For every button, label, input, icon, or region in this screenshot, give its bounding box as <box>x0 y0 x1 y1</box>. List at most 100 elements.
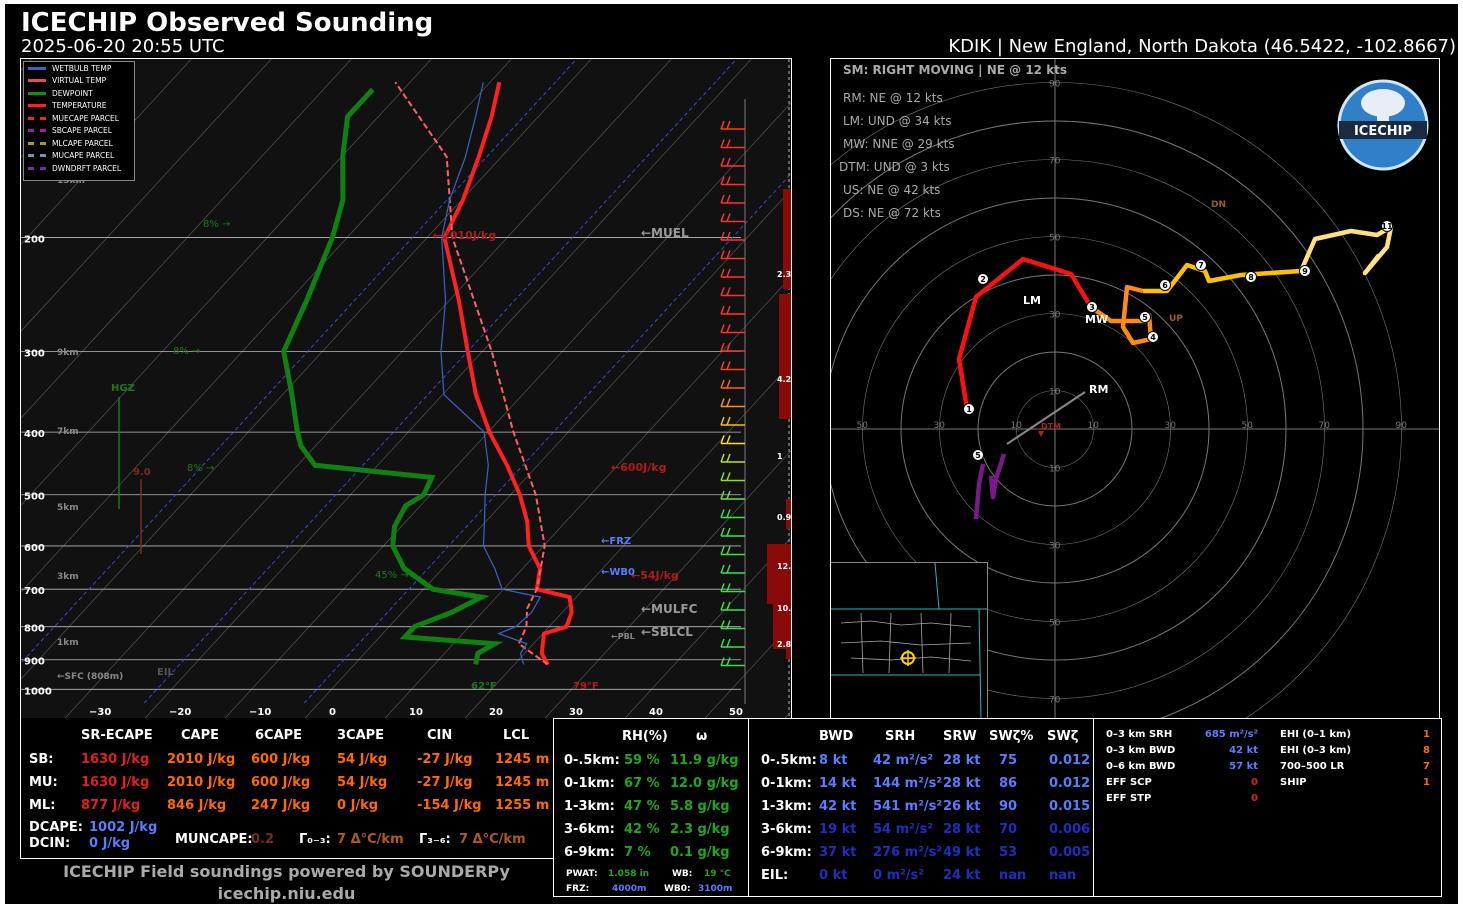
shear-label: 12.7 <box>777 562 791 571</box>
cape-annotation: ←54J/kg <box>631 569 679 582</box>
legend-label: WETBULB TEMP <box>52 63 112 73</box>
height-marker-label: 5 <box>1142 313 1148 322</box>
legend-label: VIRTUAL TEMP <box>52 76 107 86</box>
wind-barb-flag <box>720 472 725 481</box>
legend-swatch <box>28 166 46 170</box>
thermo-table: SR-ECAPE CAPE 6CAPE 3CAPE CIN LCL SB: 16… <box>20 718 555 859</box>
observation-datetime: 2025-06-20 20:55 UTC <box>21 36 225 57</box>
height-marker <box>977 273 989 285</box>
legend-label: MLCAPE PARCEL <box>52 138 113 148</box>
wind-barb-flag <box>720 657 725 666</box>
kinematic-cell: 70 <box>999 822 1018 837</box>
legend-swatch <box>28 104 46 108</box>
legend-swatch <box>28 154 46 158</box>
legend-swatch <box>28 79 46 83</box>
wind-barb-flag <box>720 324 725 333</box>
wind-barb-flag <box>720 342 725 352</box>
legend-entry: VIRTUAL TEMP <box>24 75 134 88</box>
shear-bar <box>786 499 791 529</box>
index-label: EFF STP <box>1106 793 1152 804</box>
wind-barb-flag <box>720 490 725 500</box>
isotherm-line <box>0 58 592 703</box>
wind-barb-flag <box>726 231 731 241</box>
storm-motion-list: RM: NE @ 12 kts LM: UND @ 34 kts MW: NNE… <box>839 87 955 225</box>
kinematic-cell: 24 kt <box>943 868 981 883</box>
height-marker <box>1195 259 1207 271</box>
wind-barb-flag <box>726 139 731 148</box>
indices-table: 0–3 km SRH 685 m²/s² 0–3 km BWD 42 kt 0–6 km… <box>1093 718 1442 897</box>
wind-barb-flag <box>720 361 725 370</box>
hodograph-trace-4 <box>1143 262 1302 294</box>
hodograph-trace-5 <box>1298 224 1394 276</box>
kinematic-cell: 42 kt <box>819 799 857 814</box>
legend-entry: MUCAPE PARCEL <box>24 150 134 163</box>
kinematic-cell: 19 kt <box>819 822 857 837</box>
wind-barb-flag <box>726 120 731 130</box>
index-value: 42 kt <box>1229 745 1258 756</box>
kinematic-cell: 0.006 <box>1049 822 1091 837</box>
kinematic-cell: 0.015 <box>1049 799 1091 814</box>
footer-credit: ICECHIP Field soundings powered by SOUND… <box>63 862 510 881</box>
height-marker-label: 4 <box>1150 333 1156 342</box>
motion-dtm: DTM: UND @ 3 kts <box>839 160 950 174</box>
shear-label: 0.9 <box>777 513 791 522</box>
index-label: 0–6 km BWD <box>1106 761 1176 772</box>
legend-swatch <box>28 91 46 95</box>
wind-barb-flag <box>720 268 725 278</box>
location-map-inset <box>831 562 988 719</box>
kinematic-cell: 541 m²/s² <box>873 799 943 814</box>
mw-marker: MW <box>1085 313 1108 326</box>
wind-barb-flag <box>720 638 725 648</box>
isotherm-highlight <box>303 42 912 704</box>
legend-swatch <box>28 116 46 120</box>
shear-bar <box>773 604 791 649</box>
surface-dewpoint-label: 62°F <box>471 681 497 692</box>
kinematic-cell: 86 <box>999 776 1018 791</box>
height-marker-label: 11 <box>1381 222 1393 231</box>
hodograph-trace-2 <box>956 256 1093 410</box>
wind-barb-flag <box>726 546 731 555</box>
kinematic-cell: 8 kt <box>819 753 848 768</box>
wind-barb-flag <box>726 416 731 426</box>
wb0-label: ←WB0 <box>601 567 635 578</box>
wind-barb-flag <box>726 361 731 370</box>
shear-bar <box>779 294 791 419</box>
kinematic-cell: 0 m²/s² <box>873 868 924 883</box>
ring-label: 30 <box>1049 542 1061 552</box>
pressure-tick-label: 700 <box>24 586 45 597</box>
ring-label: 50 <box>1049 234 1061 244</box>
shear-label: 2.8 <box>777 640 791 649</box>
index-value: 0 <box>1251 777 1258 788</box>
wind-barb-flag <box>720 120 725 130</box>
wind-barb-flag <box>720 213 725 222</box>
index-label: EHI (0–1 km) <box>1280 729 1352 740</box>
pressure-tick-label: 200 <box>24 235 45 246</box>
motion-rm: RM: NE @ 12 kts <box>843 91 943 105</box>
isotherm-line <box>63 58 672 720</box>
isotherm-line <box>0 58 352 442</box>
pressure-tick-label: 600 <box>24 543 45 554</box>
kinematic-cell: 53 <box>999 845 1018 860</box>
ring-label: 70 <box>1319 421 1331 431</box>
mulfc-label: ←MULFC <box>641 602 698 616</box>
muel-label: ←MUEL <box>641 226 689 240</box>
index-label: EFF SCP <box>1106 777 1152 788</box>
skewt-panel: 200 300 400 500 600 700 800 900 1000 −30 −20 −10 0 10… <box>0 42 1392 720</box>
kinematic-row-label: 0-1km: <box>761 776 812 791</box>
kinematic-row-label: 6-9km: <box>761 845 812 860</box>
wind-barb-flag <box>720 250 725 259</box>
hgz-label: HGZ <box>111 383 135 394</box>
motion-ds: DS: NE @ 72 kts <box>843 206 941 220</box>
wind-barb-flag <box>726 250 731 259</box>
wind-barb-flag <box>726 564 731 574</box>
wind-barb-flag <box>720 564 725 574</box>
motion-lm: LM: UND @ 34 kts <box>843 114 952 128</box>
footer-url[interactable]: icechip.niu.edu <box>217 884 356 903</box>
wind-barb-flag <box>720 527 725 537</box>
index-value: 8 <box>1423 745 1430 756</box>
wind-barb-flag <box>726 342 731 352</box>
wind-barb-flag <box>726 620 731 629</box>
kinematic-cell: 37 kt <box>819 845 857 860</box>
index-label: EHI (0–3 km) <box>1280 745 1352 756</box>
shear-label: 1 <box>777 452 783 461</box>
